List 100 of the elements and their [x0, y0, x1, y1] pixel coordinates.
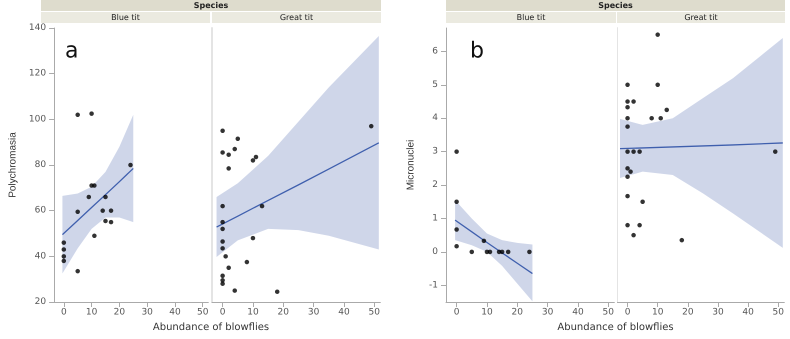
- y-tick-label: 60: [34, 206, 46, 216]
- point: [658, 116, 663, 120]
- point: [454, 244, 459, 248]
- point: [220, 128, 225, 133]
- point: [454, 227, 459, 232]
- chart-title: Blue tit: [41, 12, 210, 23]
- point: [625, 99, 630, 104]
- point: [274, 289, 280, 294]
- point: [664, 108, 669, 112]
- y-axis-title: Micronuclei: [406, 140, 416, 190]
- x-tick-label: 30: [308, 308, 320, 318]
- point: [220, 239, 225, 244]
- x-tick-label: 0: [624, 308, 631, 318]
- x-tick-label: 30: [141, 308, 154, 318]
- x-tick-label: 40: [338, 308, 350, 318]
- point: [625, 166, 630, 171]
- point: [62, 240, 66, 245]
- annotation: a: [65, 38, 78, 64]
- point: [220, 246, 225, 251]
- x-tick-label: 40: [169, 308, 181, 318]
- point: [103, 218, 108, 224]
- point: [625, 222, 630, 228]
- x-tick-label: 10: [481, 308, 493, 318]
- x-tick-label: 20: [682, 308, 694, 318]
- point: [470, 250, 474, 254]
- y-tick-label: 80: [34, 160, 46, 170]
- y-tick-label: 0: [432, 246, 438, 257]
- point: [103, 194, 108, 200]
- point: [128, 162, 133, 168]
- point: [223, 254, 228, 259]
- point: [232, 288, 237, 293]
- x-tick-label: 50: [197, 308, 209, 318]
- y-tick-label: 2: [432, 180, 438, 190]
- x-tick-label: 10: [652, 308, 664, 318]
- point: [220, 150, 225, 155]
- point: [506, 250, 510, 254]
- point: [631, 149, 636, 154]
- point: [220, 204, 225, 208]
- point: [628, 169, 633, 174]
- point: [108, 208, 114, 213]
- point: [254, 154, 258, 160]
- x-tick-label: 0: [454, 308, 460, 318]
- x-tick-label: 20: [512, 308, 524, 318]
- point: [62, 254, 66, 259]
- point: [773, 149, 778, 154]
- x-axis-title: Abundance of blowflies: [152, 322, 270, 333]
- x-tick-label: 0: [220, 308, 226, 318]
- point: [368, 124, 374, 128]
- text: Species: [41, 0, 381, 11]
- y-tick-label: 120: [28, 68, 46, 79]
- point: [232, 146, 237, 152]
- point: [250, 236, 256, 240]
- point: [625, 149, 630, 154]
- point: [260, 204, 264, 208]
- point: [637, 222, 642, 228]
- text: Species: [446, 0, 785, 11]
- point: [625, 104, 630, 110]
- point: [226, 266, 231, 270]
- point: [86, 194, 92, 200]
- annotation: b: [470, 38, 484, 64]
- point: [500, 250, 504, 254]
- point: [62, 247, 66, 252]
- y-tick-label: -1: [429, 280, 438, 290]
- point: [244, 260, 250, 264]
- x-tick-label: 30: [542, 308, 554, 318]
- point: [680, 238, 684, 242]
- y-tick-label: 40: [34, 251, 46, 262]
- point: [108, 220, 114, 224]
- y-tick-label: 1: [432, 213, 438, 224]
- x-tick-label: 50: [602, 308, 614, 318]
- point: [220, 226, 225, 232]
- point: [625, 116, 630, 120]
- point: [655, 32, 660, 37]
- point: [637, 149, 642, 154]
- x-tick-label: 30: [712, 308, 724, 318]
- point: [655, 82, 660, 88]
- chart-title: Great tit: [212, 12, 381, 23]
- point: [92, 234, 97, 238]
- x-axis-title: Abundance of blowflies: [556, 322, 675, 333]
- point: [89, 111, 94, 116]
- point: [220, 281, 225, 286]
- point: [640, 200, 645, 204]
- point: [100, 208, 105, 213]
- point: [625, 124, 630, 129]
- point: [625, 82, 630, 88]
- x-tick-label: 40: [572, 308, 584, 318]
- line-series: [454, 219, 534, 274]
- point: [625, 194, 630, 198]
- x-tick-label: 10: [247, 308, 259, 318]
- point: [631, 232, 636, 238]
- point: [62, 258, 66, 264]
- x-tick-label: 50: [368, 308, 380, 318]
- point: [454, 200, 459, 204]
- point: [226, 152, 231, 157]
- x-tick-label: 10: [86, 308, 98, 318]
- y-axis-title: Polychromasia: [8, 132, 18, 198]
- point: [75, 268, 80, 274]
- point: [92, 183, 97, 188]
- x-tick-label: 40: [742, 308, 754, 318]
- point: [226, 166, 231, 171]
